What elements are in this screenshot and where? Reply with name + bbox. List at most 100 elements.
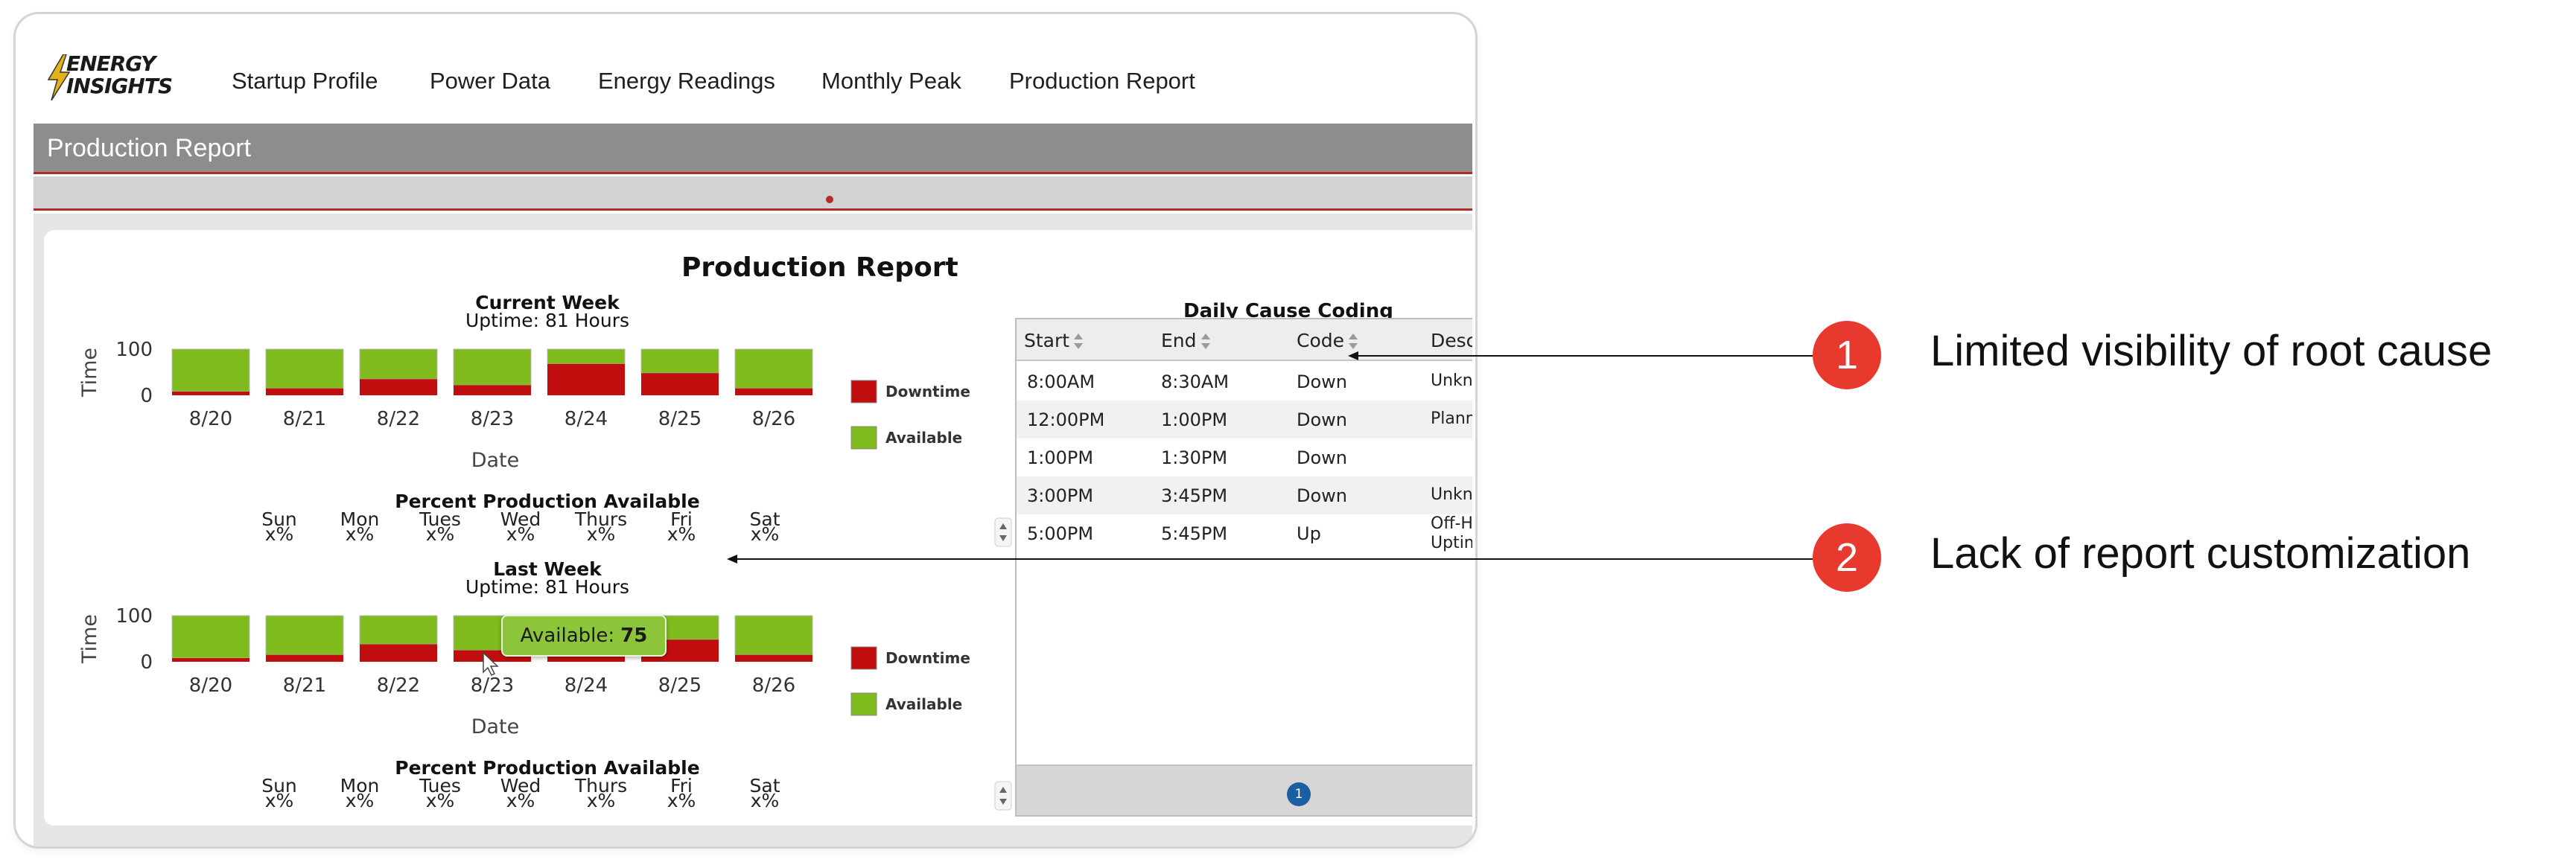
- bar-downtime: [360, 644, 437, 662]
- percent-day-label: Sun: [261, 775, 297, 797]
- sort-icon[interactable]: [1200, 333, 1210, 351]
- percent-title: Percent Production Available: [395, 491, 699, 512]
- page-header: Production Report: [34, 124, 1472, 174]
- x-tick-label: 8/21: [283, 674, 326, 697]
- pagination-page-1[interactable]: 1: [1287, 782, 1311, 806]
- sub-header-bar: [34, 176, 1472, 211]
- bar-downtime: [172, 658, 249, 662]
- bar-downtime: [360, 379, 437, 395]
- percent-day-value: x%: [265, 790, 294, 811]
- bar-available: [265, 615, 344, 656]
- x-tick-label: 8/25: [658, 408, 702, 430]
- cell-start: 5:00PM: [1027, 523, 1094, 544]
- x-tick-label: 8/22: [377, 408, 420, 430]
- callout-arrow-1: [1348, 351, 1358, 360]
- bar-available: [265, 348, 344, 389]
- chart-title: Current Week: [475, 292, 620, 313]
- percent-day-label: Sun: [261, 508, 297, 530]
- mouse-cursor-icon: [483, 651, 499, 677]
- cell-end: 3:45PM: [1161, 485, 1228, 506]
- x-tick-label: 8/24: [565, 674, 608, 697]
- table-footer: 1: [1017, 765, 1472, 815]
- percent-day-label: Fri: [670, 508, 693, 530]
- bar-downtime: [266, 388, 343, 395]
- chart-subtitle: Uptime: 81 Hours: [465, 576, 629, 598]
- chart-subtitle: Uptime: 81 Hours: [465, 310, 629, 331]
- bar-available: [359, 348, 438, 380]
- percent-day-value: x%: [587, 790, 616, 811]
- logo[interactable]: ENERGY INSIGHTS: [44, 53, 193, 112]
- callout-text-2: Lack of report customization: [1930, 529, 2471, 578]
- callout-badge-1: 1: [1813, 321, 1881, 389]
- top-nav: ENERGY INSIGHTS Startup Profile Power Da…: [34, 14, 1472, 124]
- bar-available: [171, 615, 250, 659]
- tooltip-value: 75: [620, 625, 648, 647]
- x-axis-label: Date: [471, 449, 520, 472]
- y-tick-label: 0: [140, 651, 153, 674]
- nav-power-data[interactable]: Power Data: [430, 68, 550, 94]
- bar-downtime: [172, 392, 249, 395]
- percent-day-label: Mon: [340, 775, 380, 797]
- percent-day-label: Sat: [750, 775, 780, 797]
- scroll-spinner-icon[interactable]: [994, 517, 1012, 547]
- table-header: Start End Code Descr: [1017, 319, 1472, 361]
- page-title: Production Report: [47, 134, 252, 162]
- legend-label-available: Available: [885, 695, 962, 713]
- col-description[interactable]: Descr: [1431, 330, 1472, 351]
- cell-start: 12:00PM: [1027, 409, 1105, 430]
- percent-day-label: Thurs: [574, 508, 627, 530]
- indicator-dot: [826, 196, 833, 203]
- legend-label-available: Available: [885, 429, 962, 447]
- callout-line-2: [736, 558, 1813, 560]
- percent-day-value: x%: [506, 523, 535, 545]
- tooltip-label: Available:: [520, 625, 615, 647]
- bar-tooltip: Available: 75: [501, 615, 667, 657]
- nav-energy-readings[interactable]: Energy Readings: [598, 68, 775, 94]
- sort-icon[interactable]: [1349, 333, 1358, 351]
- table-row[interactable]: 8:00AM 8:30AM Down Unkno: [1017, 363, 1472, 400]
- x-tick-label: 8/20: [189, 674, 232, 697]
- percent-day-label: Fri: [670, 775, 693, 797]
- lightning-bolt-icon: [47, 54, 71, 100]
- bar-available: [171, 348, 250, 392]
- col-code[interactable]: Code: [1297, 330, 1358, 351]
- x-tick-label: 8/22: [377, 674, 420, 697]
- app-content: ENERGY INSIGHTS Startup Profile Power Da…: [34, 14, 1472, 846]
- x-tick-label: 8/21: [283, 408, 326, 430]
- cell-description: Off-H Uptim: [1431, 514, 1472, 552]
- percent-day-label: Mon: [340, 508, 380, 530]
- x-tick-label: 8/25: [658, 674, 702, 697]
- cell-start: 3:00PM: [1027, 485, 1094, 506]
- bar-available: [734, 348, 813, 389]
- table-row[interactable]: 5:00PM 5:45PM Up Off-H Uptim: [1017, 514, 1472, 552]
- percent-day-value: x%: [751, 790, 780, 811]
- percent-day-value: x%: [265, 523, 294, 545]
- cell-code: Down: [1297, 371, 1348, 392]
- col-end[interactable]: End: [1161, 330, 1210, 351]
- callout-arrow-2: [727, 555, 737, 564]
- legend-label-downtime: Downtime: [885, 649, 970, 667]
- cell-end: 8:30AM: [1161, 371, 1230, 392]
- table-row[interactable]: 1:00PM 1:30PM Down: [1017, 438, 1472, 476]
- table-row[interactable]: 12:00PM 1:00PM Down Plann: [1017, 400, 1472, 438]
- x-tick-label: 8/23: [471, 408, 514, 430]
- percent-day-value: x%: [346, 790, 375, 811]
- sort-icon[interactable]: [1074, 333, 1084, 351]
- callout-badge-2: 2: [1813, 523, 1881, 592]
- nav-startup-profile[interactable]: Startup Profile: [232, 68, 378, 94]
- legend-swatch-available: [850, 692, 877, 716]
- bar-available: [640, 348, 719, 374]
- nav-monthly-peak[interactable]: Monthly Peak: [821, 68, 961, 94]
- nav-production-report[interactable]: Production Report: [1009, 68, 1195, 94]
- y-tick-label: 100: [115, 605, 153, 628]
- bar-downtime: [547, 363, 625, 395]
- table-row[interactable]: 3:00PM 3:45PM Down Unkno: [1017, 476, 1472, 514]
- col-start[interactable]: Start: [1024, 330, 1084, 351]
- cell-code: Down: [1297, 447, 1348, 468]
- cell-start: 1:00PM: [1027, 447, 1094, 468]
- bar-downtime: [735, 654, 812, 662]
- percent-day-label: Sat: [750, 508, 780, 530]
- cell-end: 1:30PM: [1161, 447, 1228, 468]
- scroll-spinner-icon[interactable]: [994, 781, 1012, 811]
